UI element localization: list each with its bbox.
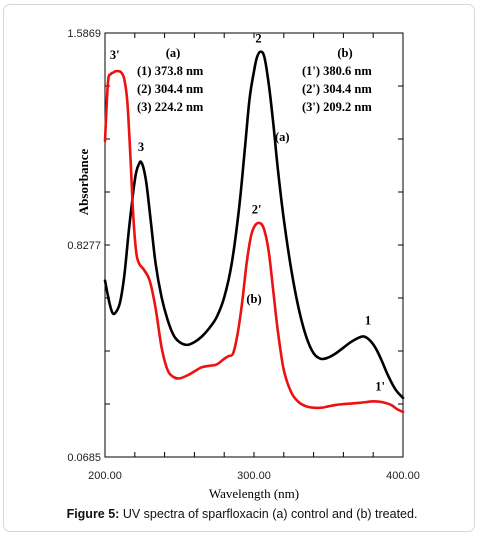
x-tick-label: 200.00 <box>88 470 122 482</box>
legend-b-title: (b) <box>337 46 352 60</box>
figure-caption: Figure 5: UV spectra of sparfloxacin (a)… <box>0 507 484 521</box>
legend-b-line-1: (1') 380.6 nm <box>302 64 372 78</box>
legend-b-line-3: (3') 209.2 nm <box>302 100 372 114</box>
peak-label: 1 <box>365 314 371 328</box>
caption-text: UV spectra of sparfloxacin (a) control a… <box>122 507 418 521</box>
y-tick-label: 0.0685 <box>67 452 101 464</box>
legend-b-line-2: (2') 304.4 nm <box>302 82 372 96</box>
y-axis-title: Absorbance <box>76 149 91 216</box>
legend-a-title: (a) <box>166 46 181 60</box>
series-line-b <box>103 69 405 414</box>
x-axis-title: Wavelength (nm) <box>209 486 299 501</box>
series-line-a <box>103 50 405 400</box>
y-tick-label: 0.8277 <box>67 240 101 252</box>
peak-labels: 1 2 3 1' 2' 3' (a) (b) <box>110 32 385 394</box>
x-tick-label: 300.00 <box>237 470 271 482</box>
x-tick-label: 400.00 <box>386 470 420 482</box>
figure-frame <box>3 4 475 532</box>
curve-label: (a) <box>275 130 290 144</box>
peak-label: 3' <box>110 48 120 62</box>
peak-label: 2 <box>255 32 261 46</box>
legend-a: (a) (1) 373.8 nm (2) 304.4 nm (3) 224.2 … <box>137 46 204 114</box>
caption-label: Figure 5: <box>66 507 120 521</box>
axis-tick-labels: 0.0685 0.8277 1.5869 200.00 300.00 400.00 <box>67 28 419 482</box>
axis-ticks <box>104 32 404 458</box>
peak-label: 2' <box>252 202 262 216</box>
y-tick-label: 1.5869 <box>67 28 101 40</box>
legend-a-line-3: (3) 224.2 nm <box>137 100 204 114</box>
peak-label: 1' <box>375 379 385 393</box>
legend-a-line-2: (2) 304.4 nm <box>137 82 204 96</box>
peak-label: 3 <box>138 140 144 154</box>
data-series <box>103 50 405 414</box>
plot-area <box>104 32 404 458</box>
curve-label: (b) <box>246 292 261 306</box>
legend-a-line-1: (1) 373.8 nm <box>137 64 204 78</box>
legend-b: (b) (1') 380.6 nm (2') 304.4 nm (3') 209… <box>302 46 372 114</box>
